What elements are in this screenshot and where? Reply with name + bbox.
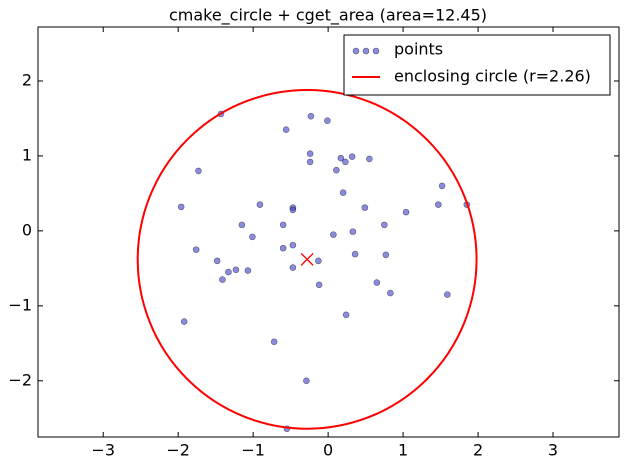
- plot-frame: [37, 26, 620, 438]
- point: [337, 154, 345, 162]
- point: [315, 281, 323, 289]
- point: [232, 266, 240, 274]
- point: [192, 246, 200, 253]
- point: [315, 257, 322, 265]
- y-tick-label: 2: [22, 70, 32, 89]
- x-tick-label: −1: [241, 441, 265, 460]
- point: [382, 251, 390, 259]
- point: [307, 112, 315, 120]
- point: [195, 167, 202, 175]
- point: [349, 228, 357, 235]
- x-tick-label: 2: [473, 441, 483, 460]
- legend-point: [352, 47, 360, 55]
- point: [282, 126, 290, 133]
- point: [219, 276, 226, 283]
- point: [444, 291, 451, 298]
- point: [342, 158, 349, 166]
- point: [373, 279, 381, 286]
- point: [339, 189, 347, 196]
- x-tick-label: 1: [398, 441, 408, 460]
- point: [225, 268, 232, 276]
- y-tick-label: −2: [8, 370, 32, 389]
- y-tick-label: 1: [22, 145, 32, 164]
- point: [289, 206, 297, 214]
- plot-area: [136, 88, 478, 433]
- y-tick-label: −1: [8, 295, 32, 314]
- legend-label: points: [394, 40, 443, 59]
- x-tick-label: 3: [548, 441, 558, 460]
- point: [361, 204, 369, 211]
- point: [387, 289, 394, 297]
- point: [306, 150, 314, 157]
- point: [244, 267, 252, 274]
- point: [249, 233, 256, 241]
- point: [381, 221, 388, 229]
- point: [213, 257, 221, 265]
- legend-point: [362, 47, 370, 55]
- enclosing-circle: [136, 88, 478, 430]
- point: [342, 311, 350, 319]
- x-tick-label: 0: [323, 441, 333, 460]
- point: [333, 166, 340, 174]
- x-tick-label: −2: [166, 441, 190, 460]
- point: [351, 250, 359, 258]
- point: [270, 338, 278, 346]
- center-marker: [300, 252, 314, 266]
- legend-box: [343, 34, 611, 96]
- point: [435, 201, 442, 208]
- point: [279, 221, 287, 229]
- point: [324, 117, 331, 124]
- point: [256, 201, 264, 208]
- point: [238, 221, 246, 229]
- point: [306, 158, 314, 166]
- legend-point: [372, 47, 380, 55]
- point: [289, 264, 297, 271]
- point: [177, 203, 185, 211]
- x-tick-label: −3: [91, 441, 115, 460]
- point: [180, 318, 188, 325]
- point: [348, 153, 356, 160]
- point: [279, 244, 287, 252]
- chart-title: cmake_circle + cget_area (area=12.45): [169, 6, 487, 26]
- point: [289, 241, 297, 249]
- point: [438, 182, 446, 190]
- point: [366, 155, 373, 163]
- legend-label: enclosing circle (r=2.26): [394, 67, 591, 86]
- point: [330, 231, 337, 238]
- y-tick-label: 0: [22, 220, 32, 239]
- point: [402, 208, 410, 216]
- point: [303, 377, 310, 385]
